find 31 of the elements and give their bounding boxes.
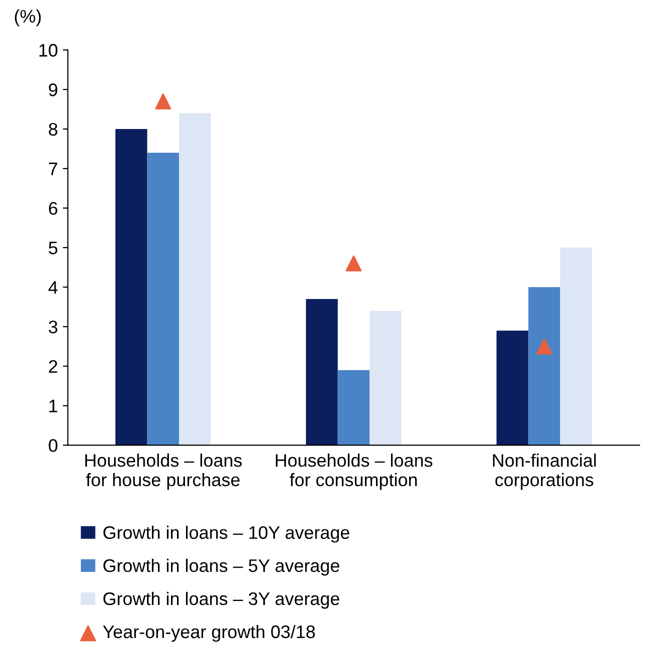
bar: [560, 248, 592, 446]
point: [155, 93, 172, 110]
legend-label: Growth in loans – 10Y average: [103, 526, 350, 543]
y-tick-label: 3: [48, 320, 58, 334]
y-tick-label: 2: [48, 360, 58, 373]
y-tick-label: 10: [39, 44, 58, 57]
bar: [338, 370, 370, 446]
bar: [370, 310, 402, 446]
bar: [528, 287, 560, 446]
point: [346, 255, 362, 272]
point: [536, 338, 552, 354]
bar: [147, 152, 180, 446]
legend-label: Year-on-year growth 03/18: [102, 624, 315, 642]
bar: [306, 298, 338, 446]
y-tick-label: 7: [48, 162, 58, 176]
bar: [179, 113, 211, 446]
y-tick-label: 6: [48, 202, 58, 215]
x-tick-label: Households – loans for house purchase: [85, 454, 242, 490]
y-axis-title: (%): [14, 9, 41, 26]
x-tick-label: Non-financial corporations: [493, 454, 596, 490]
y-tick-label: 5: [48, 242, 58, 254]
bar: [496, 330, 528, 446]
legend-label: Growth in loans – 3Y average: [103, 592, 340, 609]
bar: [115, 129, 148, 446]
y-tick-label: 1: [49, 400, 58, 412]
legend-label: Growth in loans – 5Y average: [103, 558, 340, 576]
x-tick-label: Households – loans for consumption: [276, 454, 432, 490]
y-tick-label: 8: [48, 122, 58, 136]
y-tick-label: 4: [48, 281, 58, 294]
y-tick-label: 9: [48, 83, 58, 96]
y-tick-label: 0: [48, 439, 58, 452]
